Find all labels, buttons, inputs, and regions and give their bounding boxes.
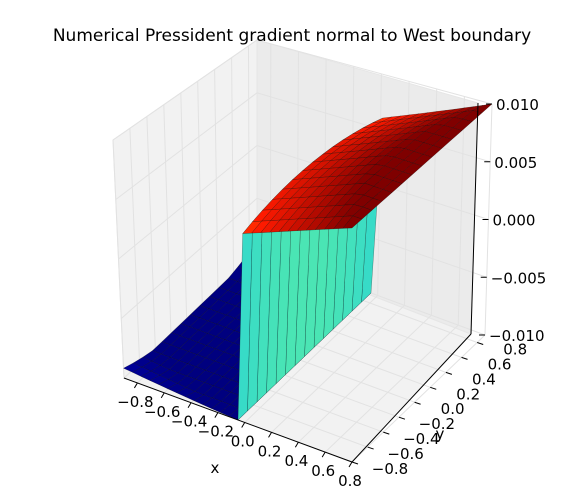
x-tick-label: −0.4 [171,413,207,431]
y-tick-mark [414,401,421,405]
z-grid-line [112,39,493,141]
x-tick-label: −0.6 [144,403,180,421]
z-grid-line [118,144,489,260]
y-tick-label: −0.6 [387,445,423,463]
x-tick-label: 0.6 [311,462,335,480]
x-axis-line [123,377,353,463]
x-tick-label: −0.8 [117,393,153,411]
x-tick-mark [294,441,299,448]
y-tick-label: −0.2 [419,415,455,433]
z-grid-line [120,197,487,319]
y-tick-mark [477,341,484,345]
x-tick-mark [268,432,272,438]
y-axis-label: y [436,425,445,443]
y-tick-label: 0.8 [503,341,527,359]
y-tick-label: −0.8 [372,460,408,478]
y-tick-label: −0.4 [403,430,439,448]
surface-plot [123,103,493,421]
z-tick-label: 0.000 [493,212,536,230]
axis-lines [123,102,479,463]
x-tick-mark [321,451,326,458]
x-axis-label: x [211,459,220,477]
z-tick-label: 0.010 [496,96,539,114]
y-axis-line [351,333,472,463]
x-tick-mark [214,412,219,418]
z-tick-label: −0.005 [491,269,547,287]
chart-title: Numerical Pressident gradient normal to … [53,26,531,46]
y-tick-mark [351,461,359,465]
axis-ticks: −0.8−0.6−0.4−0.20.00.20.40.60.8−0.8−0.6−… [117,96,546,490]
x-tick-mark [160,392,165,399]
y-tick-mark [461,356,468,360]
x-tick-mark [133,382,138,389]
y-tick-label: 0.4 [472,370,496,388]
x-tick-label: 0.8 [338,472,362,490]
z-axis-line [470,102,479,335]
y-tick-mark [383,431,390,435]
x-tick-label: −0.2 [198,423,234,441]
y-tick-label: 0.0 [441,400,465,418]
y-tick-mark [367,446,374,450]
y-tick-label: 0.6 [488,355,512,373]
y-tick-mark [398,416,406,420]
y-tick-mark [430,386,437,390]
x-tick-mark [241,422,246,428]
surface-patch [342,215,363,229]
x-tick-label: 0.2 [258,442,282,460]
x-tick-label: 0.0 [231,433,255,451]
x-tick-mark [348,461,353,468]
x-tick-label: 0.4 [284,452,308,470]
y-tick-mark [445,371,453,375]
z-tick-label: 0.005 [494,154,537,172]
y-tick-label: 0.2 [456,385,480,403]
x-tick-mark [187,402,192,408]
z-tick-label: −0.010 [489,327,545,345]
